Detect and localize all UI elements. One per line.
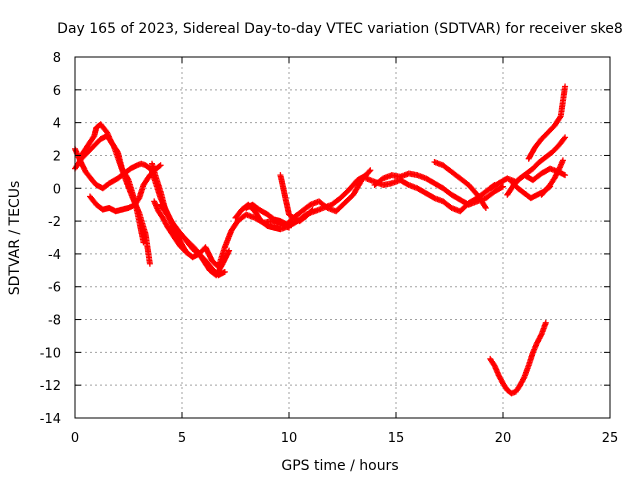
y-tick-label: -12 <box>40 379 61 394</box>
series-track-4 <box>78 121 147 246</box>
chart-title: Day 165 of 2023, Sidereal Day-to-day VTE… <box>57 21 623 37</box>
x-tick-label: 25 <box>602 431 619 446</box>
series-track-14 <box>431 159 489 211</box>
data-point-markers <box>157 201 228 279</box>
points-layer <box>72 83 569 397</box>
y-tick-label: 0 <box>53 182 61 197</box>
y-axis-title: SDTVAR / TECUs <box>7 181 23 296</box>
x-tick-label: 15 <box>388 431 405 446</box>
y-tick-label: 6 <box>53 84 61 99</box>
series-track-16 <box>504 134 569 198</box>
series-track-11 <box>277 172 316 225</box>
y-tick-label: -14 <box>40 412 61 427</box>
y-tick-label: -4 <box>48 248 61 263</box>
y-tick-label: 8 <box>53 51 61 66</box>
series-track-20 <box>487 319 549 397</box>
series-track-10 <box>243 167 374 228</box>
data-point-markers <box>538 157 566 198</box>
data-point-markers <box>487 319 549 397</box>
series-track-8 <box>151 198 190 256</box>
y-tick-label: -10 <box>40 346 61 361</box>
y-tick-label: -8 <box>48 314 61 329</box>
x-tick-label: 10 <box>281 431 298 446</box>
data-point-markers <box>371 170 506 208</box>
plot-frame <box>74 56 611 419</box>
y-tick-label: 4 <box>53 117 61 132</box>
data-point-markers <box>431 159 489 211</box>
data-point-markers <box>504 134 569 198</box>
x-axis-title: GPS time / hours <box>281 458 398 474</box>
ticks-layer <box>74 56 611 419</box>
x-tick-label: 20 <box>495 431 512 446</box>
x-tick-label: 0 <box>71 431 79 446</box>
y-tick-label: -6 <box>48 281 61 296</box>
y-tick-label: -2 <box>48 215 61 230</box>
y-tick-label: 2 <box>53 149 61 164</box>
series-track-7 <box>157 201 228 279</box>
series-track-19 <box>538 157 566 198</box>
data-point-markers <box>78 121 147 246</box>
x-tick-label: 5 <box>178 431 186 446</box>
data-point-markers <box>525 83 569 162</box>
series-track-17 <box>525 83 569 162</box>
series-track-13 <box>371 170 506 208</box>
labels-layer: 0 5 10 15 20 25 -14 -12 -10 -8 -6 -4 -2 0 2 4 6 8 <box>40 51 619 446</box>
data-point-markers <box>277 172 316 225</box>
data-point-markers <box>243 167 374 228</box>
data-point-markers <box>151 198 190 256</box>
